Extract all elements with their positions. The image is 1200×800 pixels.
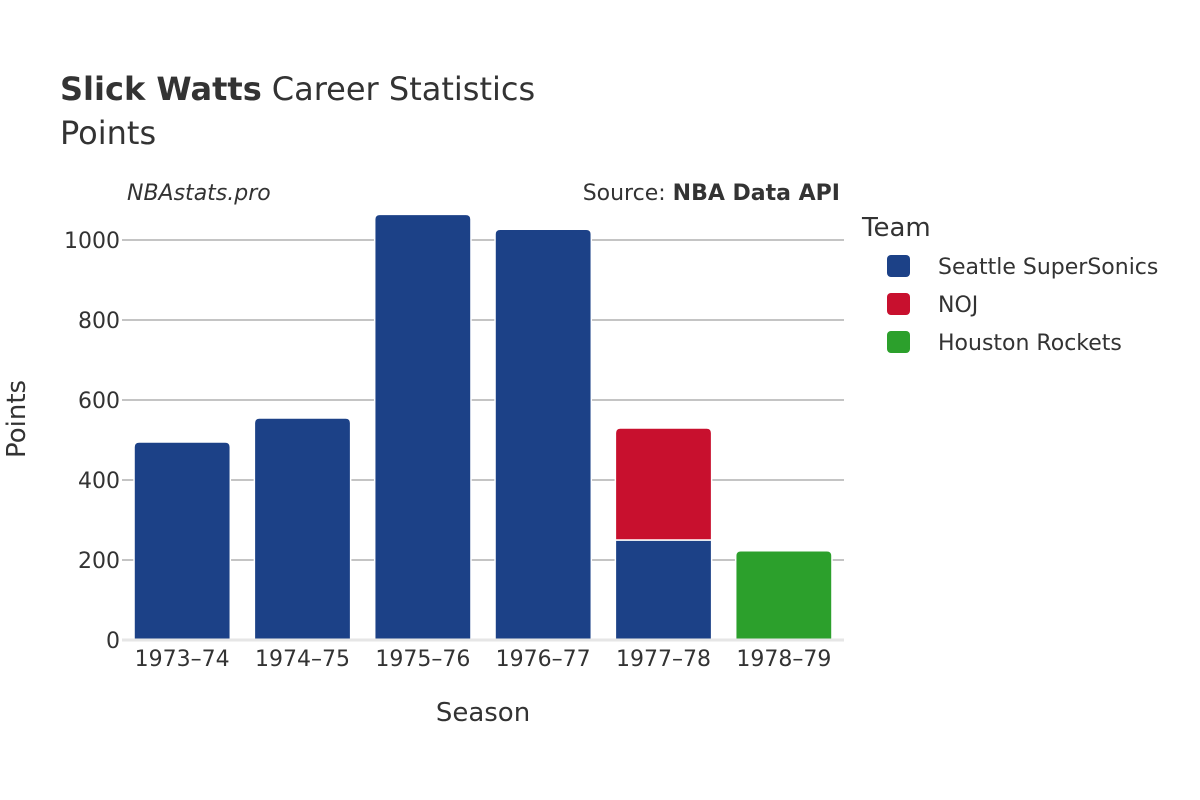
legend: Seattle SuperSonics NOJ Houston Rockets (887, 255, 1158, 356)
title-rest: Career Statistics (272, 70, 535, 108)
bar-noj (614, 427, 713, 541)
bar-seattle-supersonics (133, 441, 232, 641)
bar-seattle-supersonics (494, 228, 593, 641)
legend-title: Team (861, 213, 931, 243)
source-credit: Source: NBA Data API (583, 181, 840, 206)
player-name: Slick Watts (60, 70, 262, 108)
chart-title: Slick Watts Career Statistics (60, 70, 535, 108)
x-tick-labels: 1973–74 1974–75 1975–76 1976–77 1977–78 1978–… (135, 647, 832, 672)
x-tick-label: 1975–76 (375, 647, 470, 672)
legend-label-noj: NOJ (938, 293, 978, 318)
legend-label-houston-rockets: Houston Rockets (938, 331, 1122, 356)
y-axis-title: Points (2, 380, 32, 458)
y-tick-label: 200 (78, 549, 120, 574)
y-tick-labels: 0 200 400 600 800 1000 (64, 229, 120, 654)
x-tick-label: 1976–77 (496, 647, 591, 672)
x-tick-label: 1973–74 (135, 647, 230, 672)
legend-swatch-noj (887, 293, 910, 315)
x-axis-title: Season (436, 698, 530, 728)
y-tick-label: 400 (78, 469, 120, 494)
source-prefix: Source: (583, 181, 673, 206)
bar-seattle-supersonics (373, 213, 472, 641)
x-tick-label: 1974–75 (255, 647, 350, 672)
legend-swatch-houston-rockets (887, 331, 910, 353)
y-tick-label: 1000 (64, 229, 120, 254)
bar-seattle-supersonics (614, 539, 713, 641)
gridlines (122, 239, 844, 561)
legend-label-seattle-supersonics: Seattle SuperSonics (938, 255, 1158, 280)
bars (133, 213, 833, 641)
chart-subtitle: Points (60, 114, 156, 152)
legend-swatch-seattle-supersonics (887, 255, 910, 277)
y-tick-label: 600 (78, 389, 120, 414)
x-tick-label: 1978–79 (736, 647, 831, 672)
y-tick-label: 0 (106, 629, 120, 654)
bar-houston-rockets (734, 550, 833, 641)
source-name: NBA Data API (673, 181, 840, 206)
watermark: NBAstats.pro (127, 181, 271, 206)
y-tick-label: 800 (78, 309, 120, 334)
bar-seattle-supersonics (253, 417, 352, 641)
x-tick-label: 1977–78 (616, 647, 711, 672)
